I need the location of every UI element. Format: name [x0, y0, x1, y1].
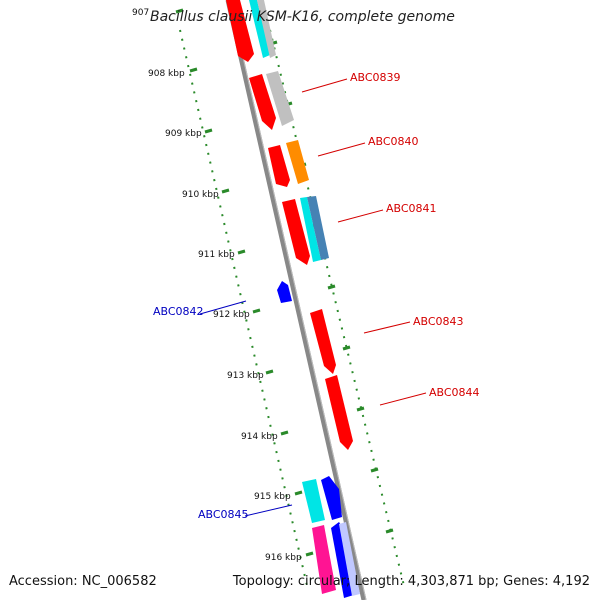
gene-label-abc0842[interactable]: ABC0842	[153, 305, 204, 318]
gene-label-abc0843[interactable]: ABC0843	[413, 315, 464, 328]
ruler-labels: 907 908 kbp 909 kbp 910 kbp 911 kbp 912 …	[132, 8, 302, 563]
tick-label: 907	[132, 8, 149, 18]
cds-cyan-feature[interactable]	[249, 0, 270, 58]
gene-features	[226, 0, 360, 598]
accession-text: Accession: NC_006582	[9, 574, 157, 589]
cds-light-blue-feature[interactable]	[339, 522, 360, 596]
cds-abc0839-red[interactable]	[249, 74, 276, 130]
tick-label: 913 kbp	[227, 371, 264, 381]
ruler-major-tick	[175, 8, 184, 14]
tick-label: 911 kbp	[198, 250, 235, 260]
ruler-major-tick	[265, 369, 274, 375]
tick-label: 912 kbp	[213, 310, 250, 320]
cds-abc0845-blue[interactable]	[321, 476, 342, 520]
genome-summary-text: Topology: circular; Length: 4,303,871 bp…	[232, 574, 590, 589]
ruler-major-tick	[305, 551, 314, 557]
ruler-major-tick	[294, 490, 303, 496]
genome-backbone	[225, 0, 367, 601]
ruler-major-tick	[280, 430, 289, 436]
cds-abc0840-orange[interactable]	[286, 140, 309, 184]
map-title: Bacillus clausii KSM-K16, complete genom…	[150, 9, 455, 25]
cds-forward-feature[interactable]	[226, 0, 254, 62]
gene-label-abc0839[interactable]: ABC0839	[350, 71, 401, 84]
tick-label: 910 kbp	[182, 190, 219, 200]
ruler-track	[179, 29, 309, 591]
leader-abc0843	[363, 321, 411, 334]
outer-ruler-major-tick	[370, 467, 379, 473]
gene-label-abc0841[interactable]: ABC0841	[386, 202, 437, 215]
outer-ruler-major-tick	[385, 528, 394, 534]
cds-abc0841-cyan[interactable]	[300, 197, 321, 262]
outer-ruler-major-tick	[356, 406, 365, 412]
cds-abc0842-blue[interactable]	[277, 281, 292, 303]
cds-abc0839-gray[interactable]	[266, 71, 294, 126]
ruler-major-tick	[189, 67, 198, 73]
leader-abc0841	[337, 209, 384, 223]
leader-abc0844	[379, 392, 427, 406]
gene-labels: ABC0839 ABC0840 ABC0841 ABC0842 ABC0843 …	[153, 71, 480, 521]
ruler-major-tick	[204, 128, 213, 134]
ruler-major-tick	[221, 188, 230, 194]
leader-abc0845	[244, 504, 293, 517]
cds-gray-feature[interactable]	[257, 0, 276, 58]
outer-ruler-major-tick	[327, 284, 336, 290]
leader-abc0839	[301, 78, 348, 93]
tick-label: 908 kbp	[148, 69, 185, 79]
outer-ruler-major-tick	[342, 345, 351, 351]
ruler-major-tick	[237, 249, 246, 255]
gene-label-abc0844[interactable]: ABC0844	[429, 386, 480, 399]
ruler-major-tick	[252, 308, 261, 314]
gene-label-abc0840[interactable]: ABC0840	[368, 135, 419, 148]
tick-label: 916 kbp	[265, 553, 302, 563]
leader-abc0842	[199, 300, 247, 315]
outer-ruler-track	[269, 29, 406, 591]
label-leaders	[199, 78, 427, 517]
tick-label: 914 kbp	[241, 432, 278, 442]
cds-abc0841-steelblue[interactable]	[307, 196, 329, 260]
genome-backbone-highlight	[229, 0, 367, 601]
cds-abc0843-red[interactable]	[310, 309, 336, 374]
gene-label-abc0845[interactable]: ABC0845	[198, 508, 249, 521]
cds-abc0841-red[interactable]	[282, 199, 310, 265]
tick-label: 909 kbp	[165, 129, 202, 139]
tick-label: 915 kbp	[254, 492, 291, 502]
leader-abc0840	[317, 142, 366, 157]
cds-abc0840-red[interactable]	[268, 145, 290, 187]
cds-abc0844-red[interactable]	[325, 375, 353, 450]
cds-abc0845-cyan[interactable]	[302, 479, 325, 523]
cds-abc0846-pink[interactable]	[312, 525, 336, 594]
